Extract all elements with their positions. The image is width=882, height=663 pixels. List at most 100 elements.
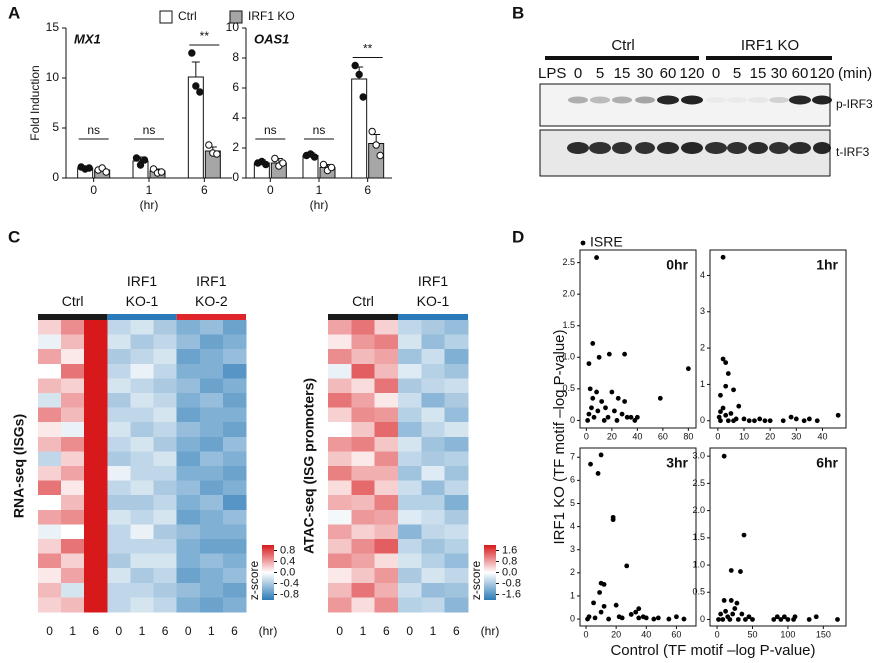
y-tick-label: 0 bbox=[52, 170, 59, 184]
heatmap-cell bbox=[176, 582, 201, 598]
heatmap-cell bbox=[328, 539, 352, 555]
significance-label: ns bbox=[143, 123, 156, 137]
significance-label: ns bbox=[87, 123, 100, 137]
y-tick-label: 1.5 bbox=[692, 532, 705, 542]
heatmap-cell bbox=[130, 393, 155, 409]
x-tick-label: 40 bbox=[817, 431, 827, 441]
heatmap-cell bbox=[84, 320, 108, 336]
x-tick-label: 0 bbox=[116, 624, 123, 638]
data-point bbox=[594, 255, 599, 260]
data-point bbox=[723, 608, 728, 614]
heatmap-cell bbox=[374, 539, 399, 555]
heatmap-cell bbox=[398, 422, 422, 438]
x-tick-label: 100 bbox=[780, 629, 795, 639]
heatmap-cell bbox=[176, 378, 201, 394]
heatmap-cell bbox=[61, 436, 85, 452]
data-point bbox=[792, 614, 798, 620]
heatmap-cell bbox=[38, 320, 62, 336]
heatmap-cell bbox=[38, 378, 62, 394]
y-tick-label: 2 bbox=[570, 567, 575, 577]
heatmap-cell bbox=[130, 334, 155, 350]
heatmap-cell bbox=[107, 393, 131, 409]
plot-frame bbox=[709, 249, 847, 429]
data-point bbox=[728, 598, 734, 603]
data-point bbox=[606, 616, 612, 622]
heatmap-cell bbox=[351, 451, 376, 467]
data-point bbox=[674, 614, 679, 620]
heatmap-cell bbox=[398, 509, 422, 525]
heatmap-cell bbox=[176, 524, 201, 540]
data-point bbox=[359, 93, 367, 101]
heatmap-cell bbox=[444, 568, 469, 584]
data-point bbox=[136, 161, 145, 169]
data-point bbox=[743, 617, 748, 622]
lane-label: 60 bbox=[792, 65, 809, 82]
lane-label: 5 bbox=[733, 65, 741, 82]
data-point bbox=[102, 168, 110, 176]
x-tick-label: 1 bbox=[69, 624, 76, 638]
heatmap-cell bbox=[107, 436, 131, 452]
data-point bbox=[750, 617, 755, 622]
heatmap-cell bbox=[153, 524, 178, 540]
data-point bbox=[785, 617, 791, 622]
heatmap-cell bbox=[153, 393, 178, 409]
data-point bbox=[132, 154, 141, 162]
heatmap-cell bbox=[130, 553, 155, 569]
heatmap-cell bbox=[38, 539, 62, 555]
y-tick-label: 1.0 bbox=[562, 352, 575, 362]
heatmap-cell bbox=[351, 407, 376, 423]
colorbar-tick-label: -0.8 bbox=[502, 577, 521, 589]
heatmap-cell bbox=[84, 334, 108, 350]
heatmap-cell bbox=[176, 553, 201, 569]
chart-title: 1hr bbox=[816, 257, 838, 273]
heatmap-cell bbox=[374, 568, 399, 584]
data-point bbox=[720, 254, 726, 260]
data-point bbox=[685, 366, 691, 372]
heatmap-cell bbox=[130, 480, 155, 496]
heatmap-cell bbox=[38, 407, 62, 423]
heatmap-cell bbox=[398, 582, 422, 598]
x-tick-label: 60 bbox=[658, 431, 668, 441]
lane-label: 5 bbox=[596, 65, 604, 82]
heatmap-cell bbox=[107, 334, 131, 350]
heatmap-cell bbox=[398, 495, 422, 511]
heatmap-cell bbox=[130, 466, 155, 482]
x-tick-label: 6 bbox=[364, 183, 371, 197]
legend-label: Ctrl bbox=[178, 9, 197, 23]
heatmap-cell bbox=[84, 436, 108, 452]
data-point bbox=[657, 395, 663, 401]
heatmap-cell bbox=[398, 436, 422, 452]
blot-row-label: p-IRF3 bbox=[836, 97, 873, 111]
heatmap-cell bbox=[421, 422, 446, 438]
data-point bbox=[723, 412, 729, 418]
heatmap-cell bbox=[107, 363, 131, 379]
heatmap-cell bbox=[444, 436, 469, 452]
y-tick-label: 5 bbox=[52, 120, 59, 134]
heatmap-cell bbox=[61, 597, 85, 613]
heatmap-cell bbox=[61, 582, 85, 598]
data-point bbox=[720, 405, 726, 411]
heatmap-cell bbox=[130, 582, 155, 598]
heatmap-cell bbox=[328, 553, 352, 569]
heatmap-cell bbox=[374, 320, 399, 336]
data-point bbox=[757, 416, 763, 422]
heatmap-cell bbox=[84, 393, 108, 409]
x-tick-label: 80 bbox=[683, 431, 693, 441]
data-point bbox=[746, 614, 752, 620]
x-tick-label: 0 bbox=[336, 624, 343, 638]
heatmap-cell bbox=[328, 582, 352, 598]
heatmap-cell bbox=[328, 451, 352, 467]
group-label: Ctrl bbox=[352, 293, 374, 309]
heatmap-cell bbox=[153, 334, 178, 350]
heatmap-cell bbox=[107, 422, 131, 438]
data-point bbox=[636, 615, 642, 621]
heatmap-cell bbox=[153, 553, 178, 569]
data-point bbox=[590, 341, 596, 346]
heatmap-cell bbox=[130, 597, 155, 613]
y-axis-label: ATAC-seq (ISG promoters) bbox=[301, 378, 317, 554]
heatmap-cell bbox=[374, 466, 399, 482]
blot-group: IRF1 KO bbox=[741, 37, 799, 54]
heatmap-cell bbox=[84, 582, 108, 598]
heatmap-cell bbox=[222, 407, 247, 423]
plot-frame bbox=[579, 249, 697, 429]
